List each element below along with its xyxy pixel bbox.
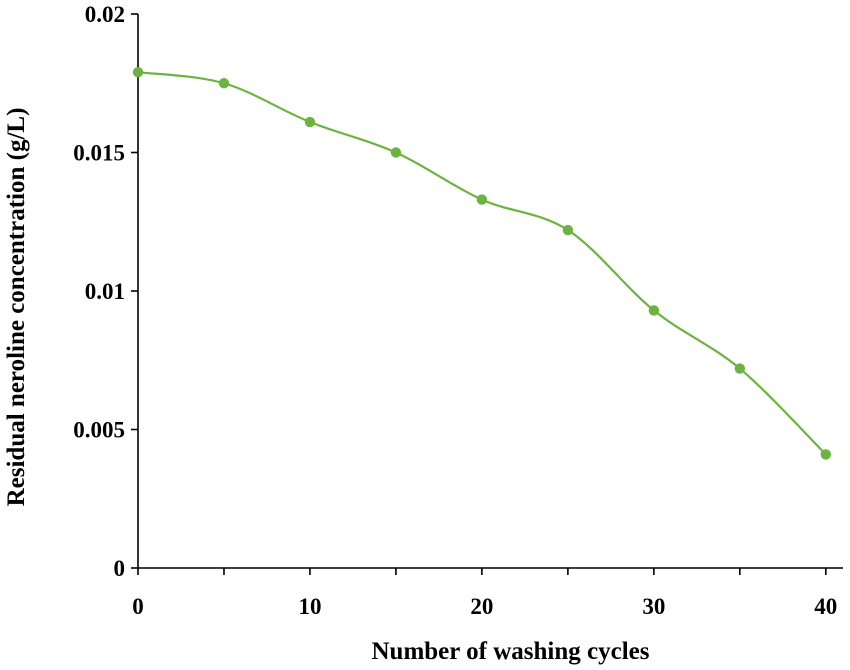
x-tick-label: 40 — [814, 594, 837, 619]
x-axis-title: Number of washing cycles — [371, 638, 649, 665]
y-axis-title: Residual neroline concentration (g/L) — [3, 108, 30, 507]
x-tick-label: 20 — [470, 594, 493, 619]
data-point — [304, 116, 316, 128]
data-point — [132, 66, 144, 78]
axes — [137, 14, 843, 569]
y-tick-label: 0 — [114, 556, 126, 581]
x-tick-label: 0 — [132, 594, 144, 619]
series-layer — [132, 66, 832, 460]
x-axis-ticks: 0 10 20 30 40 — [132, 568, 837, 619]
data-point — [734, 363, 746, 374]
y-tick-label: 0.015 — [73, 141, 125, 166]
data-point — [562, 224, 574, 236]
data-point — [218, 78, 230, 89]
y-tick-label: 0.01 — [85, 279, 125, 304]
x-tick-label: 10 — [298, 594, 321, 619]
y-tick-label: 0.005 — [73, 418, 125, 443]
y-axis-ticks: 0 0.005 0.01 0.015 0.02 — [73, 2, 138, 581]
data-point — [390, 147, 402, 158]
x-tick-label: 30 — [642, 594, 665, 619]
data-point — [820, 449, 832, 460]
data-point — [648, 305, 660, 316]
data-point — [476, 194, 488, 205]
y-tick-label: 0.02 — [85, 2, 125, 27]
series-line — [137, 71, 827, 456]
